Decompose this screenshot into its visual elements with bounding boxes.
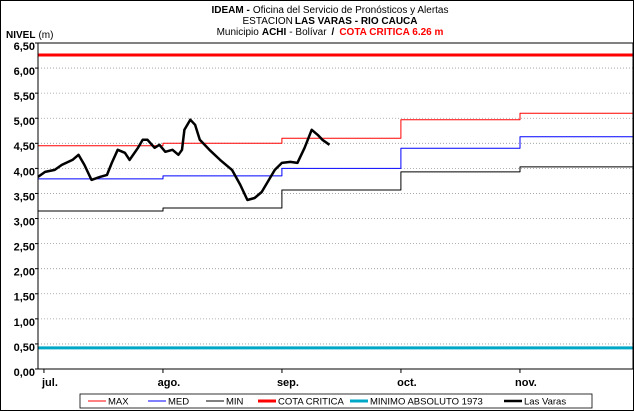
title-line3: Municipio ACHI - Bolívar / COTA CRITICA 6.26… [217,27,444,38]
title-part: / [332,27,335,38]
y-tick-label: 3,50 [14,191,35,203]
legend-label: MIN [226,397,244,408]
y-tick-label: 4,50 [14,141,35,153]
title-part: COTA CRITICA 6.26 m [339,27,443,38]
title-part: ACHI [262,27,287,38]
x-tick-label: nov. [515,377,537,389]
title-line1: IDEAM - Oficina del Servicio de Pronóstic… [212,5,449,16]
legend-label: MAX [108,397,129,408]
legend-label: MINIMO ABSOLUTO 1973 [370,397,483,408]
series-line [38,136,634,180]
y-axis-label: NIVEL (m) [6,30,53,41]
y-label-part: (m) [38,30,53,41]
y-tick-label: 0,00 [14,367,35,379]
legend-box [79,393,593,409]
y-tick-label: 5,50 [14,91,35,103]
y-tick-label: 1,00 [14,317,35,329]
x-tick-label: ago. [158,377,181,389]
title-part: LAS VARAS - RIO CAUCA [295,16,418,27]
title-part: Municipio [217,27,260,38]
y-tick-label: 1,50 [14,292,35,304]
series-line [38,112,634,147]
legend-label: Las Varas [524,397,566,408]
title-part: - Bolívar [289,27,327,38]
x-tick-label: sep. [277,377,299,389]
x-tick-label: oct. [397,377,417,389]
y-tick-label: 5,00 [14,116,35,128]
x-tick-label: jul. [41,377,58,389]
lines [37,53,634,350]
series-line [38,166,634,212]
y-tick-label: 6,50 [14,41,35,53]
y-tick-label: 2,50 [14,242,35,254]
y-tick-label: 2,00 [14,267,35,279]
y-tick-label: 0,50 [14,342,35,354]
title-part: ESTACION [243,16,293,27]
y-tick-label: 6,00 [14,66,35,78]
legend: MAX MED MIN COTA CRITICA MINIMO ABSOLUTO 197… [88,397,566,408]
title-line2: ESTACION LAS VARAS - RIO CAUCA [243,16,418,27]
title-part: Oficina del Servicio de Pronósticos y Al… [253,5,449,16]
grid [35,42,633,373]
y-label-part: NIVEL [6,30,35,41]
series-line [37,118,331,202]
title-part: IDEAM - [212,5,250,16]
y-tick-label: 3,00 [14,216,35,228]
legend-label: MED [168,397,189,408]
y-tick-label: 4,00 [14,166,35,178]
plot-border [37,42,634,370]
legend-label: COTA CRITICA [278,397,344,408]
